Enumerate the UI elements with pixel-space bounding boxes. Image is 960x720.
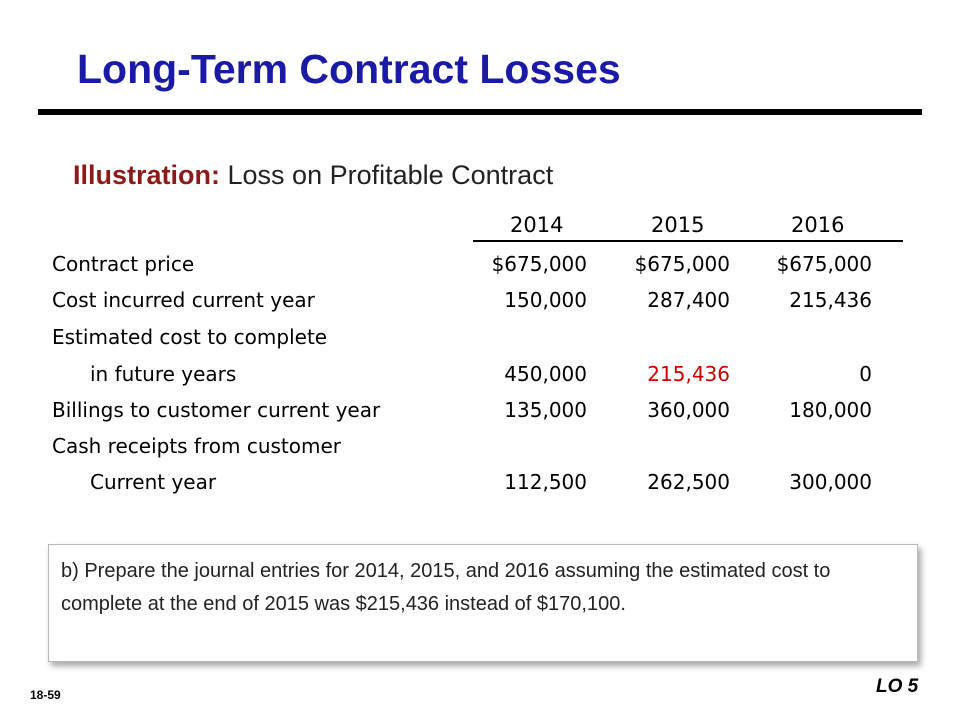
cell-future-years-2014: 450,000 <box>504 362 587 386</box>
cell-cost-incurred-2016: 215,436 <box>789 288 872 312</box>
row-label-cost-incurred: Cost incurred current year <box>52 288 315 312</box>
year-header-2014: 2014 <box>510 213 564 237</box>
title-divider <box>38 109 922 115</box>
row-label-billings: Billings to customer current year <box>52 398 381 422</box>
cell-contract-price-2015: $675,000 <box>634 252 730 276</box>
question-box: b) Prepare the journal entries for 2014,… <box>48 544 918 662</box>
row-label-estimated-cost: Estimated cost to complete <box>52 325 328 349</box>
cell-future-years-2016: 0 <box>859 362 872 386</box>
learning-objective: LO 5 <box>876 676 919 697</box>
row-label-cash-receipts: Cash receipts from customer <box>52 434 342 458</box>
illustration-text: Loss on Profitable Contract <box>227 160 554 190</box>
row-label-future-years: in future years <box>90 362 237 386</box>
question-text: b) Prepare the journal entries for 2014,… <box>61 560 831 615</box>
row-label-current-year: Current year <box>90 470 217 494</box>
cell-current-year-2014: 112,500 <box>504 470 587 494</box>
cell-cost-incurred-2014: 150,000 <box>504 288 587 312</box>
slide-number: 18-59 <box>30 688 61 702</box>
illustration-label: Illustration: <box>73 160 220 190</box>
cell-cost-incurred-2015: 287,400 <box>647 288 730 312</box>
year-header-2015: 2015 <box>651 213 705 237</box>
slide-title: Long-Term Contract Losses <box>77 46 621 92</box>
row-label-contract-price: Contract price <box>52 252 195 276</box>
cell-billings-2015: 360,000 <box>647 398 730 422</box>
cell-billings-2016: 180,000 <box>789 398 872 422</box>
cell-current-year-2016: 300,000 <box>789 470 872 494</box>
year-header-2016: 2016 <box>791 213 845 237</box>
cell-current-year-2015: 262,500 <box>647 470 730 494</box>
cell-contract-price-2016: $675,000 <box>776 252 872 276</box>
header-underline <box>473 240 903 242</box>
cell-contract-price-2014: $675,000 <box>491 252 587 276</box>
illustration-heading: Illustration: Loss on Profitable Contrac… <box>73 160 553 191</box>
cell-billings-2014: 135,000 <box>504 398 587 422</box>
cell-future-years-2015: 215,436 <box>647 362 730 386</box>
